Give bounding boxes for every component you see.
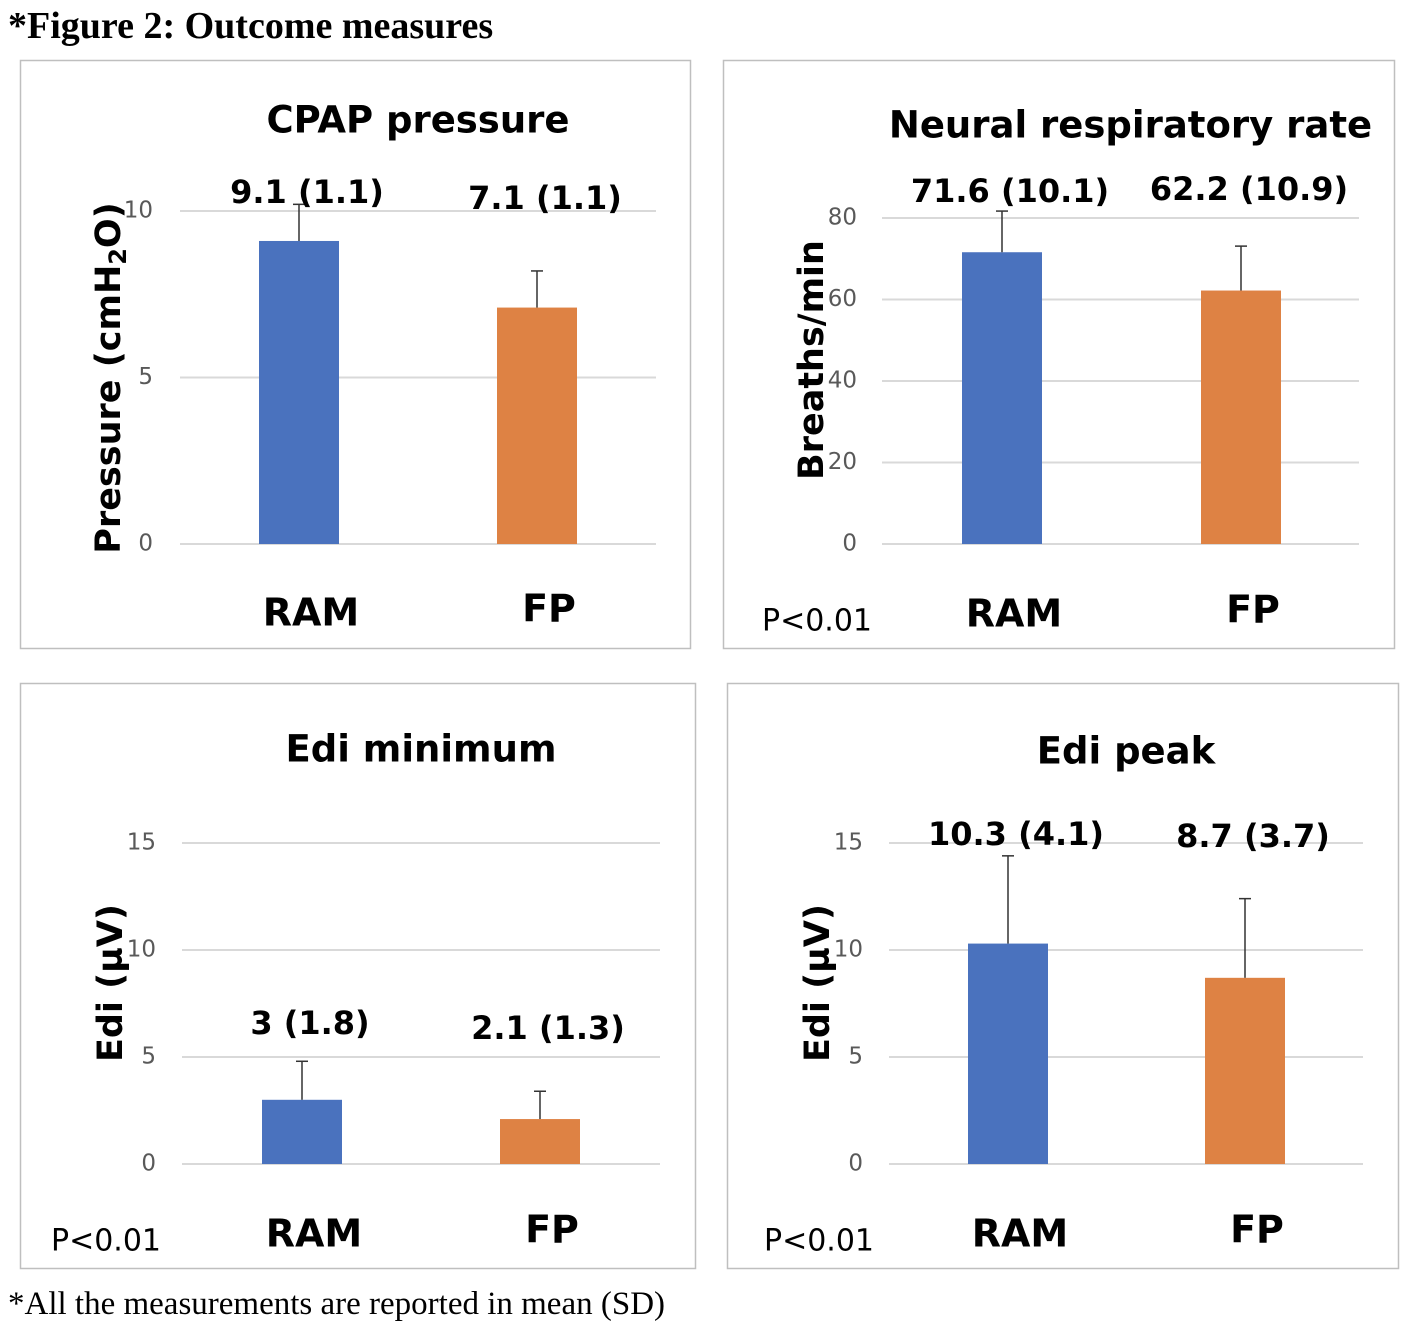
y-tick-label: 10 [124,198,153,224]
chart-panel-neural-respiratory-rate: Neural respiratory rate 0 20 40 60 80 Breaths/… [722,59,1396,650]
category-label: RAM [263,591,359,635]
p-value-label: P<0.01 [764,1224,874,1259]
bar-ram [259,240,339,544]
category-label: FP [522,587,576,631]
category-label: FP [525,1208,579,1252]
y-tick-label: 0 [141,1151,156,1177]
category-label: FP [1226,588,1280,632]
data-label: 7.1 (1.1) [468,179,622,217]
panel-border [726,682,1400,1270]
data-label: 9.1 (1.1) [230,173,384,211]
figure-footnote: *All the measurements are reported in me… [8,1286,666,1322]
chart-title: Edi peak [1037,730,1217,773]
y-tick-label: 5 [138,364,153,390]
bar-fp [1205,977,1285,1164]
y-tick-label: 40 [828,368,857,394]
chart-edi-minimum: Edi minimum 0 5 10 15 Edi (µV) 3 (1.8) RAM 2.1 (… [19,682,697,1270]
category-label: FP [1230,1208,1284,1252]
data-label: 10.3 (4.1) [928,815,1104,853]
chart-title: Neural respiratory rate [889,104,1372,147]
data-label: 62.2 (10.9) [1150,170,1348,208]
y-axis-label: Edi (µV) [798,904,838,1062]
y-tick-label: 20 [828,449,857,475]
bar-ram [962,252,1042,545]
bar-ram [968,943,1048,1164]
p-value-label: P<0.01 [762,604,872,639]
data-label: 3 (1.8) [250,1004,369,1042]
chart-title: CPAP pressure [266,99,569,142]
y-tick-label: 15 [127,830,156,856]
p-value-label: P<0.01 [51,1224,161,1259]
y-tick-label: 0 [848,1151,863,1177]
category-label: RAM [966,592,1062,636]
panel-border [722,59,1396,650]
bar-fp [497,307,577,544]
bar-fp [500,1119,580,1164]
y-tick-label: 10 [834,937,863,963]
data-label: 71.6 (10.1) [911,172,1109,210]
category-label: RAM [972,1212,1068,1256]
chart-panel-cpap-pressure: CPAP pressure 0 5 10 Pressure (cmH2O) 9.1 (1.… [19,59,692,650]
data-label: 8.7 (3.7) [1176,817,1330,855]
data-label: 2.1 (1.3) [471,1009,625,1047]
y-axis-label: Edi (µV) [91,904,131,1062]
y-tick-label: 0 [842,531,857,557]
y-tick-label: 80 [828,205,857,231]
y-tick-label: 15 [834,830,863,856]
panel-border [19,682,697,1270]
chart-panel-edi-minimum: Edi minimum 0 5 10 15 Edi (µV) 3 (1.8) RAM 2.1 (… [19,682,697,1270]
y-tick-label: 5 [848,1044,863,1070]
chart-edi-peak: Edi peak 0 5 10 15 Edi (µV) 10.3 (4.1) RAM 8.7 (… [726,682,1400,1270]
y-tick-label: 5 [141,1044,156,1070]
bar-ram [262,1099,342,1164]
y-tick-label: 0 [138,531,153,557]
y-tick-label: 10 [127,937,156,963]
y-tick-label: 60 [828,286,857,312]
chart-title: Edi minimum [285,728,556,771]
chart-panel-edi-peak: Edi peak 0 5 10 15 Edi (µV) 10.3 (4.1) RAM 8.7 (… [726,682,1400,1270]
bar-fp [1201,290,1281,544]
y-axis-label: Pressure (cmH2O) [89,202,132,553]
chart-neural-respiratory-rate: Neural respiratory rate 0 20 40 60 80 Breaths/… [722,59,1396,650]
panel-border [19,59,692,650]
y-axis-label: Breaths/min [792,240,832,480]
figure-title: *Figure 2: Outcome measures [8,5,494,47]
category-label: RAM [266,1212,362,1256]
